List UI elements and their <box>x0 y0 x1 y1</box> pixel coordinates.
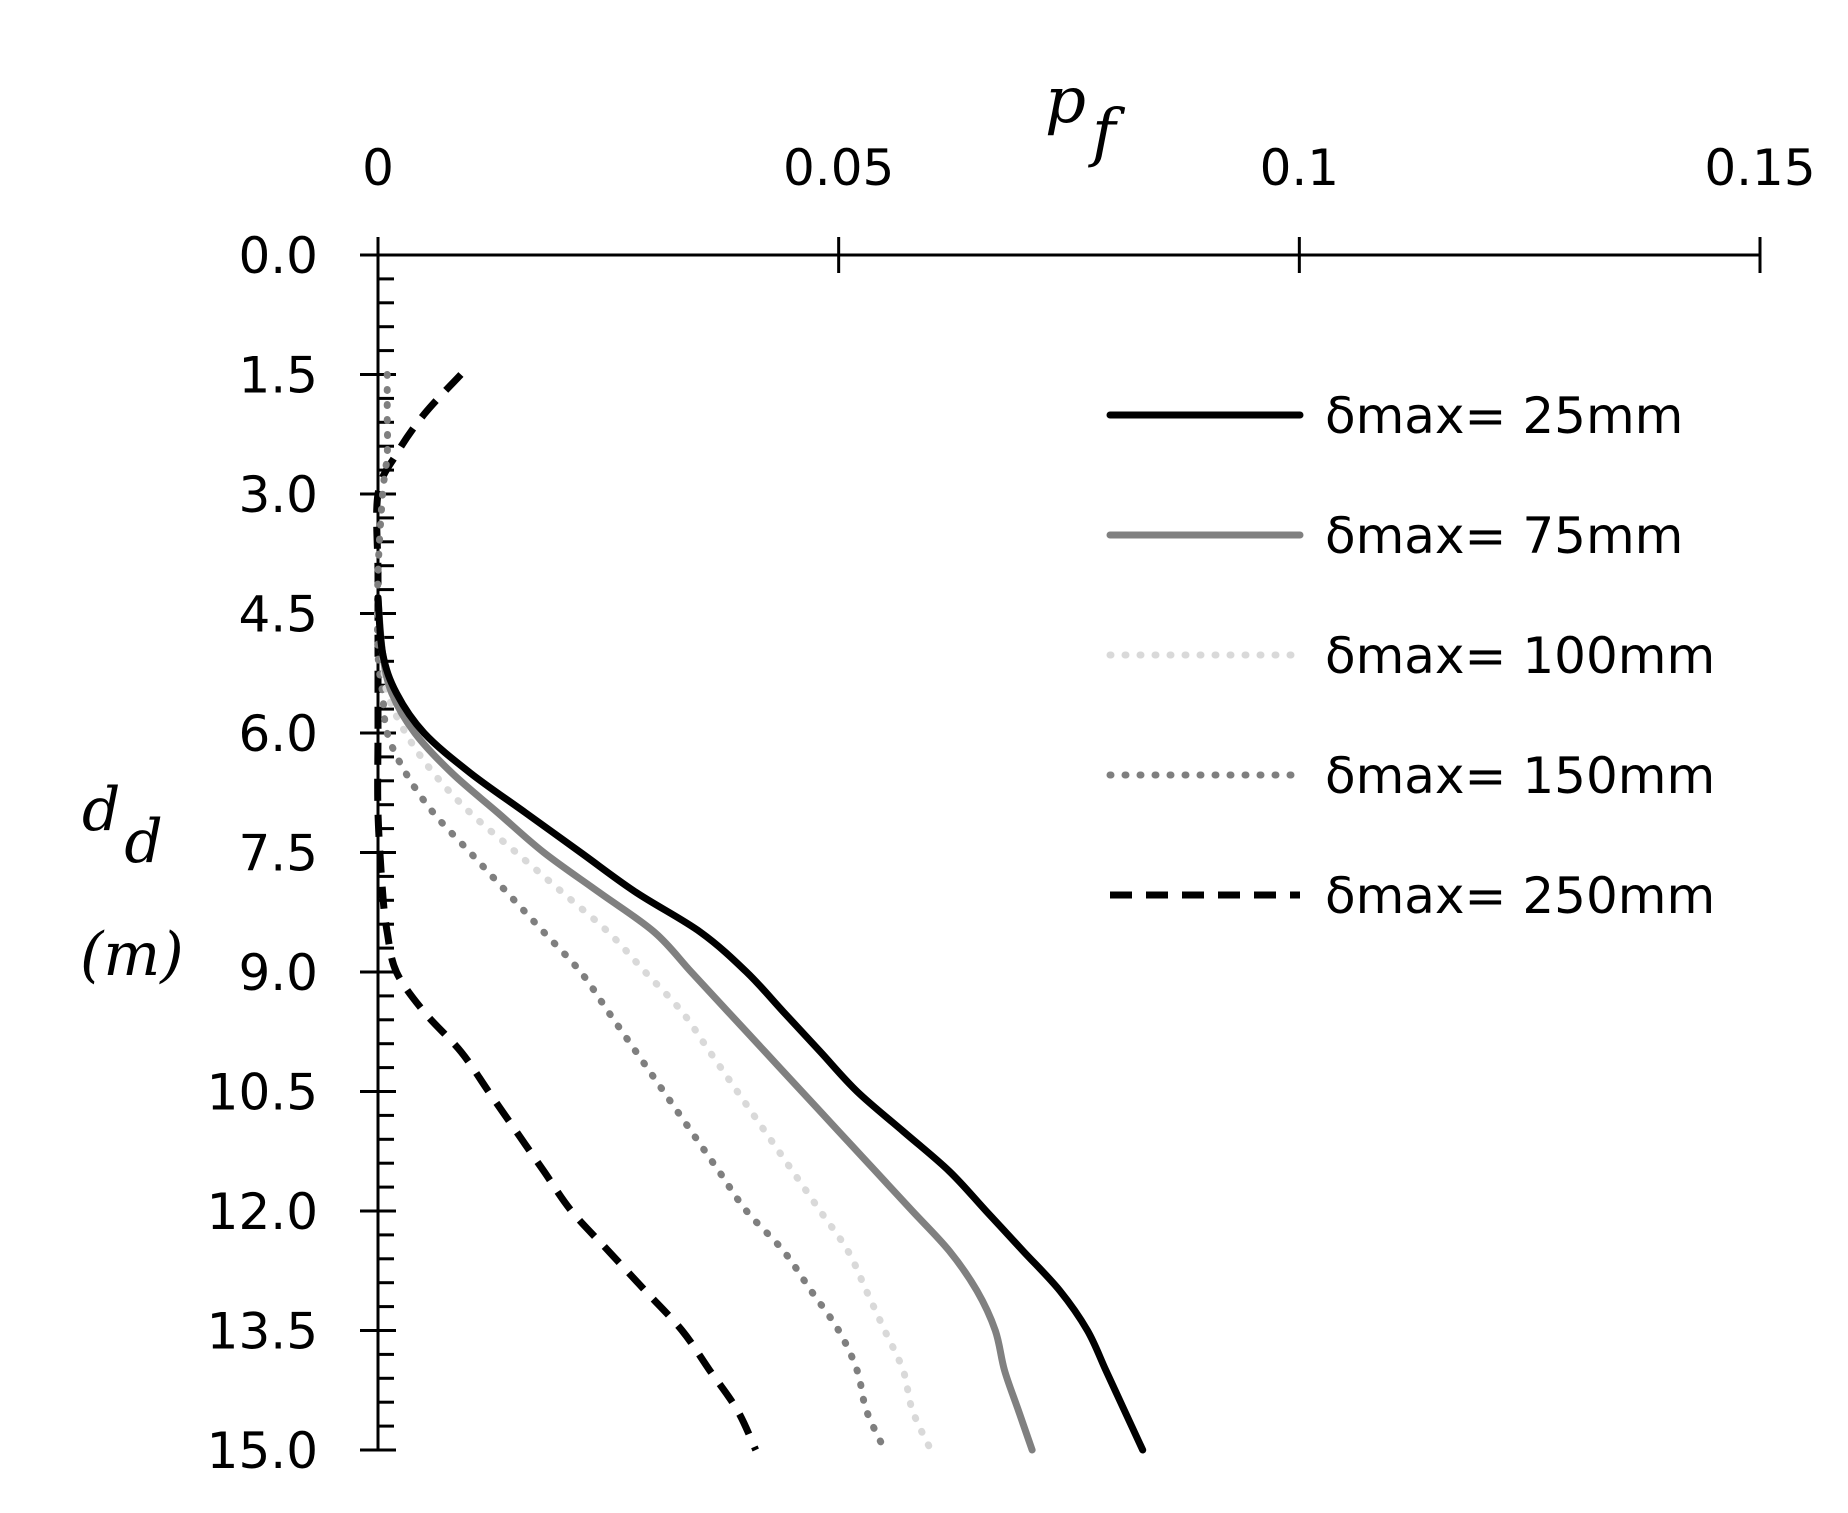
y-axis-unit: (m) <box>80 920 184 990</box>
y-tick-label: 7.5 <box>238 825 318 883</box>
series-line-3 <box>374 610 935 1454</box>
legend-label-1: δmax= 25mm <box>1325 387 1683 445</box>
x-tick-label: 0.15 <box>1704 139 1815 197</box>
series-line-5 <box>373 372 759 1452</box>
legend-label-4: δmax= 150mm <box>1325 747 1715 805</box>
y-axis-title-sub: d <box>124 807 162 877</box>
y-tick-label: 0.0 <box>238 227 318 285</box>
series-line-2 <box>374 594 1036 1454</box>
y-tick-label: 4.5 <box>238 586 318 644</box>
legend: δmax= 25mm δmax= 75mm δmax= 100mm δmax= 150… <box>1106 387 1715 925</box>
x-tick-label: 0.05 <box>783 139 894 197</box>
x-axis-title-main: p <box>1045 64 1086 138</box>
series-line-1 <box>374 594 1147 1454</box>
x-axis-title: pf <box>1045 64 1126 170</box>
y-tick-label: 13.5 <box>207 1303 318 1361</box>
legend-label-3: δmax= 100mm <box>1325 627 1715 685</box>
y-tick-label: 6.0 <box>238 705 318 763</box>
y-tick-label: 3.0 <box>238 466 318 524</box>
y-tick-label: 1.5 <box>238 347 318 405</box>
series-layer <box>373 371 1147 1454</box>
legend-label-5: δmax= 250mm <box>1325 867 1715 925</box>
x-tick-label: 0 <box>362 139 394 197</box>
x-tick-label: 0.1 <box>1260 139 1340 197</box>
y-axis-title-main: d <box>82 775 120 845</box>
axes-layer: 0 0.05 0.1 0.15 0.0 1.5 3.0 4.5 6.0 7.5 9.0 10.5 12.… <box>207 139 1816 1480</box>
y-tick-label: 9.0 <box>238 944 318 1002</box>
y-axis-title: dd <box>82 775 163 877</box>
y-tick-label: 15.0 <box>207 1422 318 1480</box>
x-axis-title-sub: f <box>1088 96 1126 170</box>
legend-label-2: δmax= 75mm <box>1325 507 1683 565</box>
y-tick-label: 12.0 <box>207 1183 318 1241</box>
y-tick-label: 10.5 <box>207 1064 318 1122</box>
